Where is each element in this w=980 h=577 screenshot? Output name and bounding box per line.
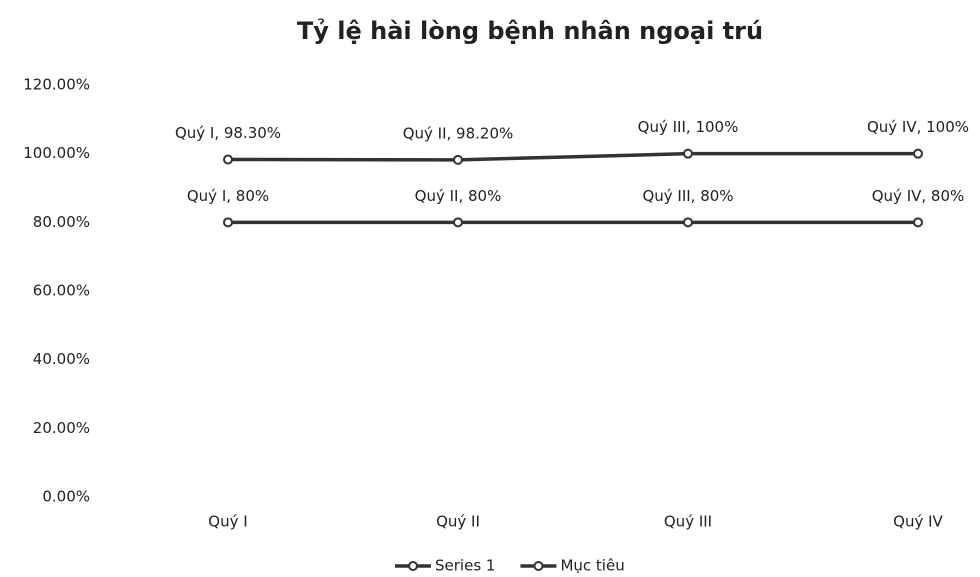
data-label: Quý III, 80% xyxy=(642,187,733,205)
chart-title: Tỷ lệ hài lòng bệnh nhân ngoại trú xyxy=(297,17,763,45)
x-tick-label: Quý I xyxy=(208,513,247,531)
y-tick-label: 40.00% xyxy=(33,350,90,368)
y-tick-label: 120.00% xyxy=(23,76,90,94)
y-tick-label: 60.00% xyxy=(33,282,90,300)
data-label: Quý IV, 100% xyxy=(867,118,969,136)
point xyxy=(223,217,233,228)
point xyxy=(913,148,923,159)
legend-marker xyxy=(408,561,418,571)
data-label: Quý I, 80% xyxy=(187,187,269,205)
data-label: Quý II, 98.20% xyxy=(403,124,514,142)
data-label: Quý I, 98.30% xyxy=(175,124,281,142)
legend-item: Series 1 xyxy=(395,557,495,575)
data-label: Quý IV, 80% xyxy=(872,187,965,205)
series-line xyxy=(227,151,918,162)
data-label: Quý III, 100% xyxy=(638,118,739,136)
y-tick-label: 80.00% xyxy=(33,213,90,231)
data-label: Quý II, 80% xyxy=(415,187,502,205)
y-tick-label: 100.00% xyxy=(23,144,90,162)
point xyxy=(683,217,693,228)
y-tick-label: 20.00% xyxy=(33,419,90,437)
point xyxy=(453,217,463,228)
point xyxy=(223,154,233,165)
x-tick-label: Quý IV xyxy=(893,513,943,531)
point xyxy=(453,154,463,165)
legend-marker xyxy=(533,561,544,571)
point xyxy=(683,148,693,159)
x-tick-label: Quý II xyxy=(436,513,480,531)
point xyxy=(913,217,923,228)
legend-item: Mục tiêu xyxy=(520,557,625,575)
x-tick-label: Quý III xyxy=(664,513,712,531)
y-tick-label: 0.00% xyxy=(42,488,90,506)
legend-label: Series 1 xyxy=(435,557,495,575)
legend-label: Mục tiêu xyxy=(560,557,624,575)
